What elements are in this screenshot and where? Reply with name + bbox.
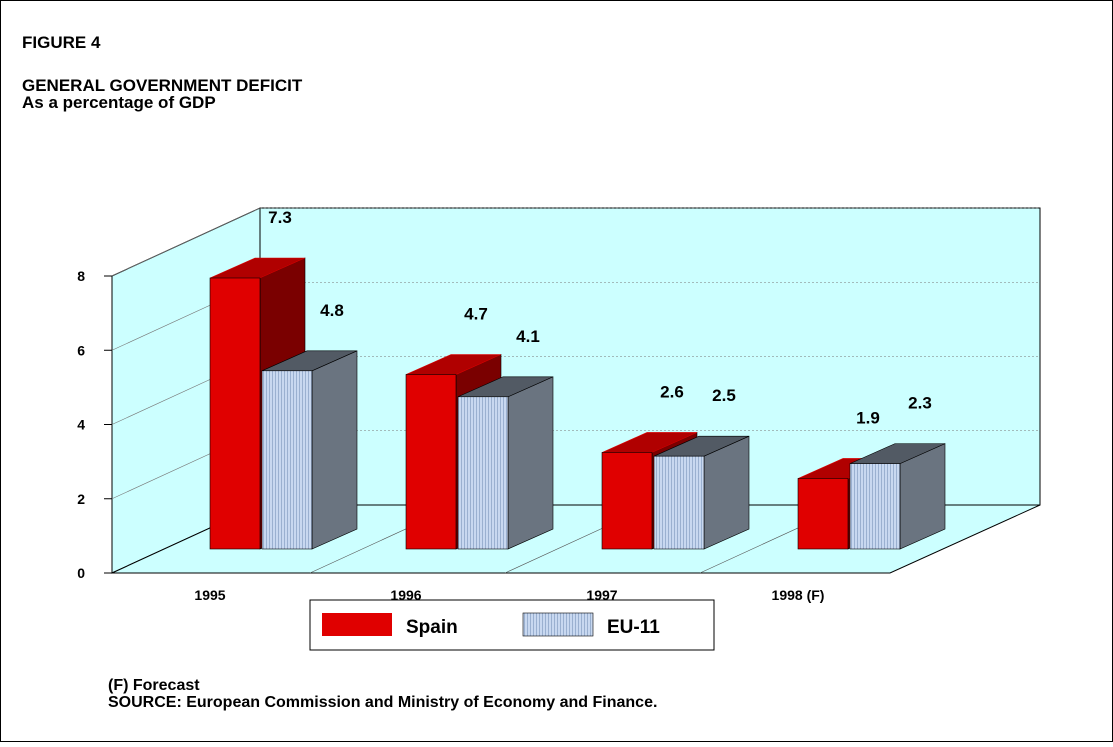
bar [209,277,261,550]
bar-side [507,376,554,550]
y-tick-label: 8 [77,268,85,284]
footnote: (F) Forecast [108,677,200,694]
chart-subtitle: As a percentage of GDP [22,93,216,112]
figure-label: FIGURE 4 [22,33,101,52]
x-tick-label: 1996 [390,587,421,603]
data-label: 7.3 [268,208,292,227]
data-label: 4.7 [464,305,488,324]
y-tick-label: 6 [77,342,85,358]
source: SOURCE: European Commission and Ministry… [108,694,657,711]
y-tick-label: 4 [77,417,85,433]
legend-swatch [322,613,392,636]
legend-label: EU-11 [607,617,660,638]
bar [797,478,849,550]
x-tick-label: 1997 [586,587,617,603]
data-label: 2.3 [908,394,932,413]
bar [601,452,653,550]
y-tick-label: 2 [77,491,85,507]
y-tick-label: 0 [77,565,85,581]
grid-line [111,207,261,277]
data-label: 2.6 [660,382,684,401]
x-tick-label: 1995 [194,587,225,603]
x-tick-label: 1998 (F) [772,587,825,603]
bar [849,463,901,550]
bar [457,396,509,550]
data-label: 4.1 [516,327,540,346]
legend-swatch [522,612,594,637]
chart-title: GENERAL GOVERNMENT DEFICIT [22,76,303,95]
legend-label: Spain [406,617,458,638]
data-label: 1.9 [856,408,880,427]
bar-side [311,350,358,550]
bar [653,455,705,550]
bar [261,370,313,550]
bar [405,374,457,550]
data-label: 2.5 [712,386,736,405]
data-label: 4.8 [320,301,344,320]
